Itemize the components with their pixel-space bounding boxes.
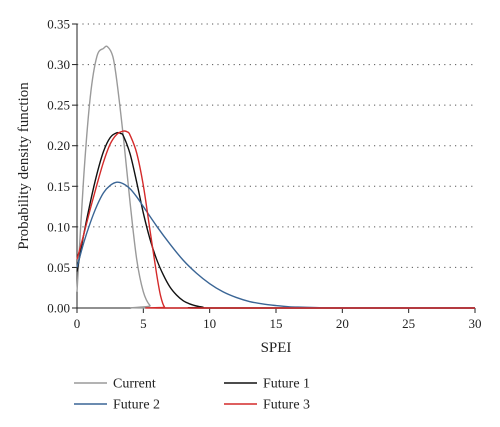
series-line-future-3	[76, 130, 475, 309]
x-tick-label: 25	[402, 316, 415, 331]
x-tick-label: 0	[74, 316, 81, 331]
y-tick-label: 0.15	[47, 179, 70, 194]
axes	[76, 24, 475, 309]
series-lines	[76, 45, 475, 309]
y-tick-label: 0.25	[47, 98, 70, 113]
x-tick-label: 30	[469, 316, 482, 331]
y-tick-label: 0.10	[47, 219, 70, 234]
legend-label: Current	[113, 377, 156, 392]
y-tick-label: 0.05	[47, 260, 70, 275]
x-tick-label: 15	[270, 316, 283, 331]
y-tick-label: 0.35	[47, 17, 70, 32]
legend-label: Future 1	[263, 377, 310, 392]
y-tick-label: 0.20	[47, 138, 70, 153]
legend-item-future-3: Future 3	[224, 398, 310, 413]
x-axis-label: SPEI	[261, 340, 292, 356]
series-line-future-1	[76, 131, 475, 309]
y-ticks: 0.00 0.05 0.10 0.15 0.20 0.25 0.30 0.35	[47, 17, 77, 316]
x-tick-label: 5	[140, 316, 147, 331]
x-tick-label: 20	[336, 316, 349, 331]
y-tick-label: 0.00	[47, 301, 70, 316]
series-line-future-2	[76, 181, 475, 309]
y-axis-label: Probability density function	[16, 82, 32, 250]
legend-label: Future 3	[263, 398, 310, 413]
legend-label: Future 2	[113, 398, 160, 413]
x-ticks: 0 5 10 15 20 25 30	[74, 308, 482, 331]
legend-item-future-2: Future 2	[74, 398, 160, 413]
series-line-current	[76, 45, 475, 309]
legend-item-future-1: Future 1	[224, 377, 310, 392]
y-tick-label: 0.30	[47, 57, 70, 72]
grid-lines	[77, 23, 475, 268]
x-tick-label: 10	[203, 316, 216, 331]
legend: Current Future 1 Future 2 Future 3	[74, 377, 310, 413]
legend-item-current: Current	[74, 377, 156, 392]
